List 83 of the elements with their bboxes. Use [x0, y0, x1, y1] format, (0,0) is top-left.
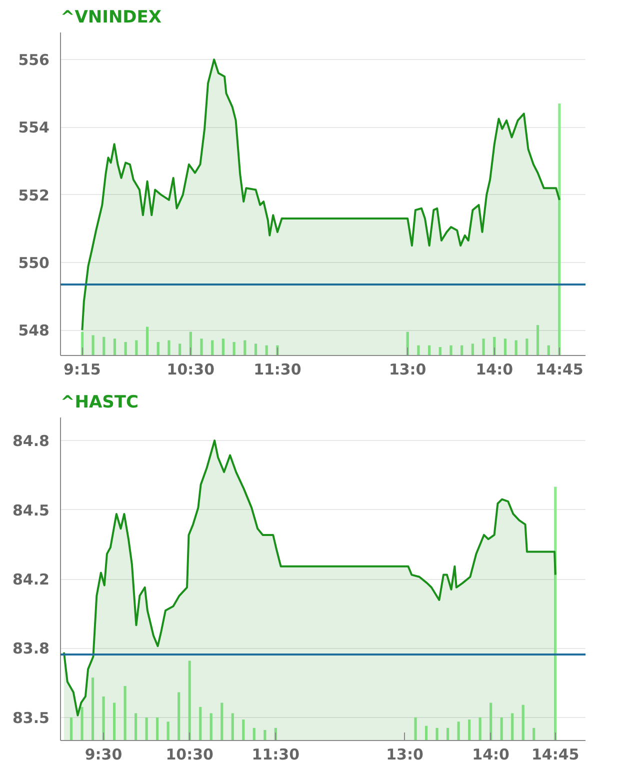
bar: [504, 338, 507, 356]
bar: [252, 728, 256, 740]
y-tick-label: 84.2: [12, 570, 50, 588]
bar: [438, 347, 442, 356]
x-tick-label: 11:30: [254, 360, 302, 378]
bar: [168, 340, 170, 356]
bar: [254, 344, 258, 356]
bar: [482, 338, 485, 356]
y-tick-label: 548: [18, 322, 50, 340]
y-tick-label: 83.8: [12, 640, 50, 658]
bar: [478, 717, 482, 740]
x-tick-label: 14:45: [536, 360, 584, 378]
bar: [92, 335, 94, 356]
bar: [446, 728, 450, 740]
chart-title: ^VNINDEX: [60, 8, 162, 28]
bar: [178, 692, 180, 740]
bar: [211, 340, 214, 356]
bar: [188, 660, 191, 740]
bar: [526, 338, 528, 356]
bar: [166, 722, 170, 740]
bar: [244, 340, 246, 356]
x-tick-label: 11:30: [252, 746, 300, 764]
chart-title: ^HASTC: [60, 392, 138, 412]
bar: [113, 702, 116, 740]
bar: [265, 345, 268, 356]
bar: [113, 338, 116, 356]
bar: [532, 728, 536, 740]
x-tick-label: 13:0: [388, 360, 426, 378]
bar: [514, 340, 518, 356]
bar: [511, 713, 514, 740]
bar: [199, 706, 202, 740]
bar: [145, 717, 148, 740]
bar: [200, 338, 203, 356]
bar: [264, 730, 266, 740]
bar: [178, 344, 182, 356]
bar: [146, 326, 149, 356]
bar: [156, 342, 160, 356]
bar: [124, 686, 126, 740]
x-tick-label: 14:45: [532, 746, 580, 764]
y-tick-label: 554: [18, 118, 50, 137]
bar: [231, 713, 234, 740]
x-tick-label: 13:0: [386, 746, 424, 764]
y-tick-label: 556: [18, 51, 50, 70]
bar: [536, 325, 540, 356]
bar: [460, 345, 464, 356]
bar: [424, 726, 428, 740]
x-tick-label: 14:0: [472, 746, 510, 764]
bar: [102, 336, 106, 356]
x-tick-label: 10:30: [166, 746, 214, 764]
x-tick-label: 9:30: [84, 746, 122, 764]
bar: [471, 344, 474, 356]
bar: [102, 696, 105, 740]
bar: [468, 720, 471, 740]
bar: [156, 717, 159, 740]
bar: [414, 717, 417, 740]
x-tick-label: 10:30: [166, 360, 215, 378]
bar: [210, 713, 212, 740]
bar: [242, 720, 245, 740]
y-tick-label: 83.5: [12, 708, 50, 727]
bar: [428, 345, 431, 356]
bar: [124, 342, 127, 356]
y-tick-label: 84.8: [12, 432, 50, 450]
bar: [417, 345, 420, 356]
bar: [547, 345, 550, 356]
y-tick-label: 84.5: [12, 501, 50, 520]
bar: [91, 678, 94, 740]
bar: [522, 704, 524, 740]
bar: [134, 713, 138, 740]
bar: [80, 706, 84, 740]
bar: [232, 342, 236, 356]
bar: [450, 345, 452, 356]
bar: [500, 717, 503, 740]
bar: [457, 722, 460, 740]
x-tick-label: 14:0: [476, 360, 514, 378]
bar: [220, 702, 224, 740]
bar: [135, 340, 138, 356]
x-tick-label: 9:15: [64, 360, 101, 378]
bar: [436, 728, 438, 740]
bar: [558, 104, 561, 356]
bar: [222, 338, 225, 356]
y-tick-label: 550: [18, 254, 50, 272]
bar: [70, 717, 73, 740]
y-tick-label: 552: [18, 186, 50, 204]
